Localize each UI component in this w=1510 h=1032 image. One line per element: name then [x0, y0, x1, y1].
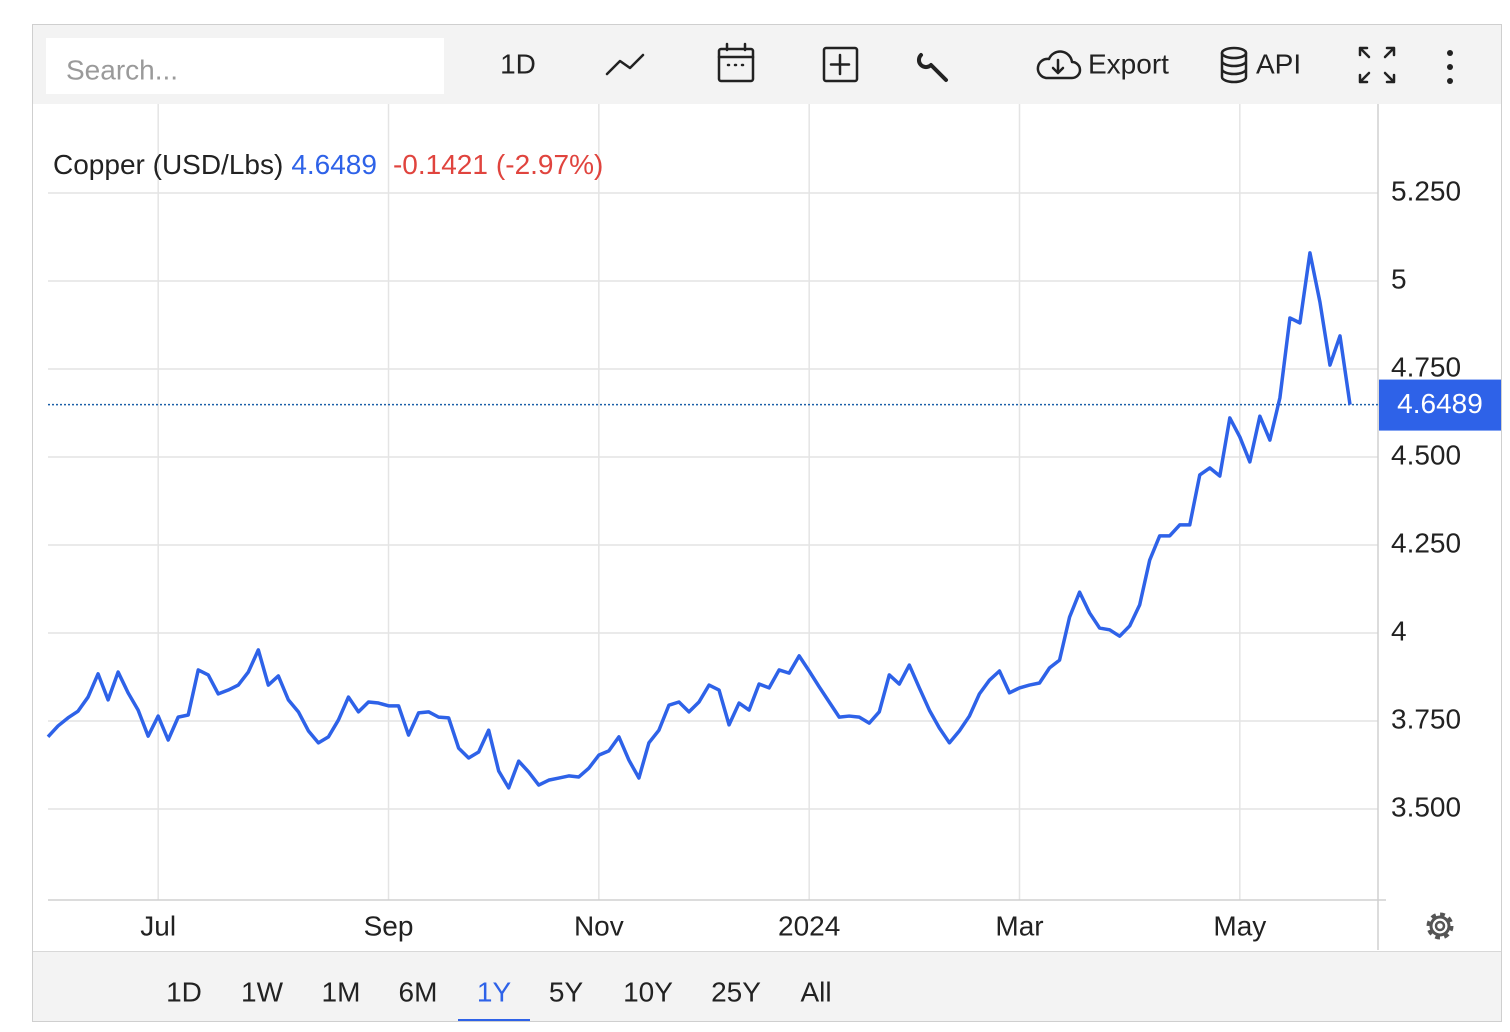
range-button[interactable]: 1D: [166, 976, 202, 1007]
export-button[interactable]: Export: [1088, 48, 1169, 79]
chart-header: Copper (USD/Lbs) 4.6489 -0.1421 (-2.97%): [53, 149, 603, 180]
range-button[interactable]: 25Y: [711, 976, 761, 1007]
range-button[interactable]: 6M: [399, 976, 438, 1007]
more-menu[interactable]: [1447, 50, 1453, 84]
range-buttons: 1D 1W 1M 6M 1Y 5Y 10Y 25Y All: [166, 976, 832, 1021]
y-tick-label: 4: [1391, 615, 1407, 646]
y-tick-label: 5: [1391, 263, 1407, 294]
widget-frame: [32, 24, 1502, 1022]
last-value-tag: [1379, 379, 1501, 431]
compare-icon[interactable]: [822, 46, 859, 83]
range-button[interactable]: 1M: [322, 976, 361, 1007]
price-line: [46, 251, 1352, 790]
x-tick-label: May: [1213, 910, 1266, 941]
range-selected-underline: [458, 1019, 530, 1021]
x-tick-label: Sep: [364, 910, 414, 941]
last-value-tag-label: 4.6489: [1397, 388, 1483, 419]
chart-settings-icon[interactable]: [1426, 912, 1454, 940]
range-button[interactable]: 1Y: [477, 976, 512, 1007]
search-placeholder: Search...: [66, 54, 178, 85]
y-tick-label: 5.250: [1391, 175, 1461, 206]
fullscreen-icon[interactable]: [1358, 46, 1396, 84]
range-button[interactable]: 10Y: [623, 976, 673, 1007]
api-button[interactable]: API: [1256, 48, 1301, 79]
x-tick-label: Nov: [574, 910, 624, 941]
interval-button[interactable]: 1D: [500, 48, 536, 79]
x-tick-label: 2024: [778, 910, 840, 941]
range-button[interactable]: All: [800, 976, 831, 1007]
range-button[interactable]: 1W: [241, 976, 284, 1007]
y-tick-label: 3.500: [1391, 791, 1461, 822]
x-tick-label: Jul: [140, 910, 176, 941]
range-bar: [33, 952, 1501, 1021]
range-button[interactable]: 5Y: [549, 976, 584, 1007]
calendar-icon[interactable]: [717, 42, 755, 83]
api-icon[interactable]: [1220, 46, 1248, 84]
y-tick-label: 3.750: [1391, 703, 1461, 734]
chart-type-icon[interactable]: [605, 53, 645, 76]
last-value: 4.6489: [291, 149, 377, 180]
y-tick-label: 4.250: [1391, 527, 1461, 558]
y-tick-label: 4.750: [1391, 351, 1461, 382]
plot-area: 3.500 3.750 4 4.250 4.500 4.750 5 5.250 Jul Sep No…: [46, 104, 1501, 950]
settings-wrench-icon[interactable]: [916, 53, 948, 82]
export-icon[interactable]: [1036, 50, 1082, 80]
change-value: -0.1421: [393, 149, 488, 180]
x-tick-label: Mar: [995, 910, 1043, 941]
search-box[interactable]: [46, 38, 444, 94]
change-percent: (-2.97%): [496, 149, 603, 180]
y-tick-label: 4.500: [1391, 439, 1461, 470]
series-name: Copper (USD/Lbs): [53, 149, 283, 180]
